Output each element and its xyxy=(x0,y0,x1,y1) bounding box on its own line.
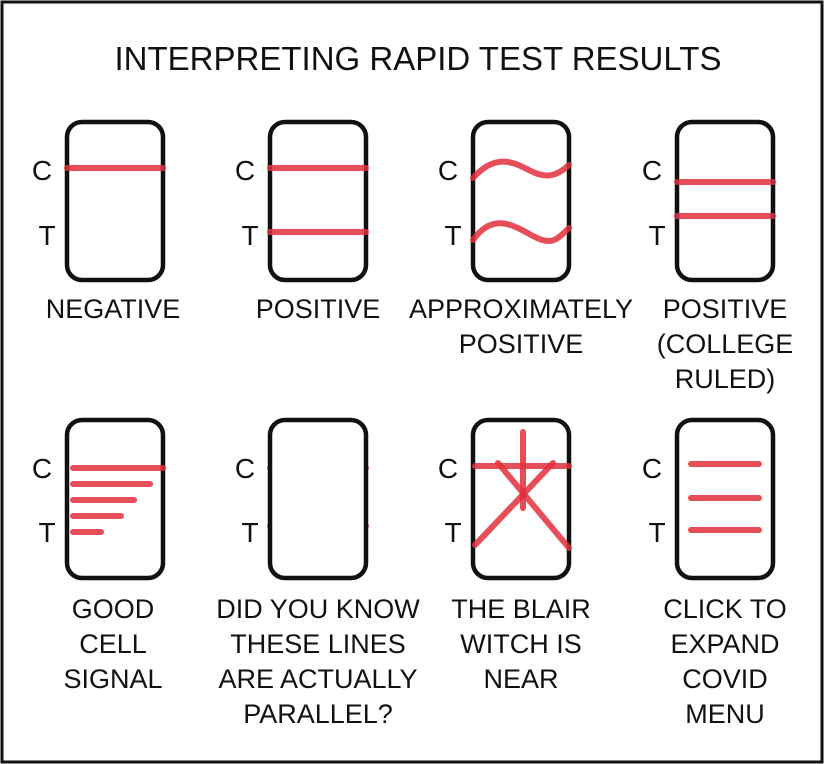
test-label: T xyxy=(241,220,258,251)
test-strip xyxy=(674,119,776,283)
control-label: C xyxy=(642,155,662,186)
control-label: C xyxy=(235,453,255,484)
panel-caption-line: GOOD xyxy=(72,594,155,624)
panel-caption-line: RULED) xyxy=(675,364,776,394)
panel-caption-line: POSITIVE xyxy=(256,294,381,324)
test-strip xyxy=(267,417,369,581)
control-label: C xyxy=(438,453,458,484)
control-label: C xyxy=(438,155,458,186)
panel-caption-line: CLICK TO xyxy=(663,594,787,624)
comic-title: INTERPRETING RAPID TEST RESULTS xyxy=(115,40,722,77)
panel-caption-line: PARALLEL? xyxy=(243,699,393,729)
wavy-test-line xyxy=(470,220,572,244)
panel-caption-line: DID YOU KNOW xyxy=(216,594,420,624)
diagonal-stick xyxy=(472,460,556,548)
panel-college-ruled: C T POSITIVE (COLLEGE RULED) xyxy=(642,119,794,394)
panel-caption-line: APPROXIMATELY xyxy=(409,294,633,324)
panel-positive: C T POSITIVE xyxy=(235,119,381,324)
test-label: T xyxy=(38,220,55,251)
test-label: T xyxy=(241,517,258,548)
panel-caption-line: MENU xyxy=(685,699,765,729)
test-label: T xyxy=(444,220,461,251)
test-strip xyxy=(470,119,572,283)
panel-caption-line: NEAR xyxy=(483,664,558,694)
panel-caption-line: ARE ACTUALLY xyxy=(218,664,417,694)
panel-caption-line: POSITIVE xyxy=(663,294,788,324)
panel-caption-line: SIGNAL xyxy=(63,664,162,694)
panel-caption-line: THE BLAIR xyxy=(451,594,591,624)
panel-caption-line: COVID xyxy=(682,664,768,694)
test-strip xyxy=(267,119,369,283)
test-strip xyxy=(64,119,166,283)
panel-approximately-positive: C T APPROXIMATELY POSITIVE xyxy=(409,119,633,359)
panel-caption-line: POSITIVE xyxy=(459,329,584,359)
panel-caption-line: (COLLEGE xyxy=(657,329,794,359)
panel-caption-line: NEGATIVE xyxy=(46,294,181,324)
panel-good-cell-signal: C T GOOD CELL SIGNAL xyxy=(32,417,166,694)
control-label: C xyxy=(32,453,52,484)
panel-covid-menu: C T CLICK TO EXPAND COVID MENU xyxy=(642,417,787,729)
test-label: T xyxy=(38,517,55,548)
control-label: C xyxy=(642,453,662,484)
control-label: C xyxy=(32,155,52,186)
panel-caption-line: WITCH IS xyxy=(460,629,582,659)
panel-caption-line: THESE LINES xyxy=(230,629,406,659)
panel-caption-line: CELL xyxy=(79,629,147,659)
panel-parallel-lines: C T DID YOU KNOW THESE LINES ARE ACTUALLY PAR… xyxy=(216,417,420,729)
test-label: T xyxy=(648,517,665,548)
diagonal-stick xyxy=(495,460,572,551)
test-label: T xyxy=(444,517,461,548)
control-label: C xyxy=(235,155,255,186)
panel-caption-line: EXPAND xyxy=(670,629,779,659)
panel-negative: C T NEGATIVE xyxy=(32,119,181,324)
test-label: T xyxy=(648,220,665,251)
wavy-control-line xyxy=(470,158,572,181)
panel-blair-witch: C T THE BLAIR WITCH IS NEAR xyxy=(438,417,591,694)
